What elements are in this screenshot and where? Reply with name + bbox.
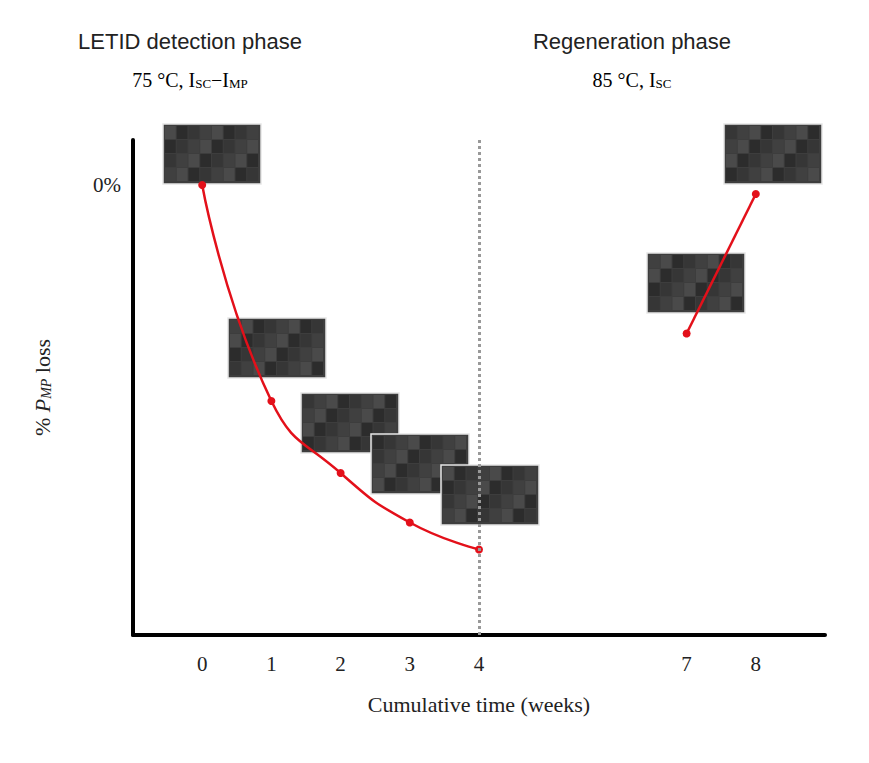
svg-text:SC: SC (656, 76, 672, 91)
svg-text:Regeneration phase: Regeneration phase (533, 29, 731, 54)
svg-text:MP: MP (39, 378, 54, 400)
svg-text:75 °C, I: 75 °C, I (132, 69, 195, 91)
svg-text:8: 8 (751, 652, 762, 676)
svg-text:0: 0 (197, 652, 208, 676)
svg-text:7: 7 (681, 652, 692, 676)
svg-text:LETID detection phase: LETID detection phase (78, 29, 302, 54)
svg-text:1: 1 (266, 652, 277, 676)
svg-text:−I: −I (211, 69, 229, 91)
svg-text:0%: 0% (93, 173, 121, 197)
svg-text:4: 4 (474, 652, 485, 676)
svg-text:85 °C, I: 85 °C, I (593, 69, 656, 91)
svg-text:P: P (30, 399, 55, 413)
svg-text:2: 2 (335, 652, 346, 676)
svg-text:3: 3 (405, 652, 416, 676)
svg-text:%: % (30, 412, 55, 436)
svg-text:SC: SC (195, 76, 211, 91)
svg-text:MP: MP (229, 76, 248, 91)
svg-text:loss: loss (30, 339, 55, 379)
svg-text:Cumulative time (weeks): Cumulative time (weeks) (368, 692, 590, 717)
